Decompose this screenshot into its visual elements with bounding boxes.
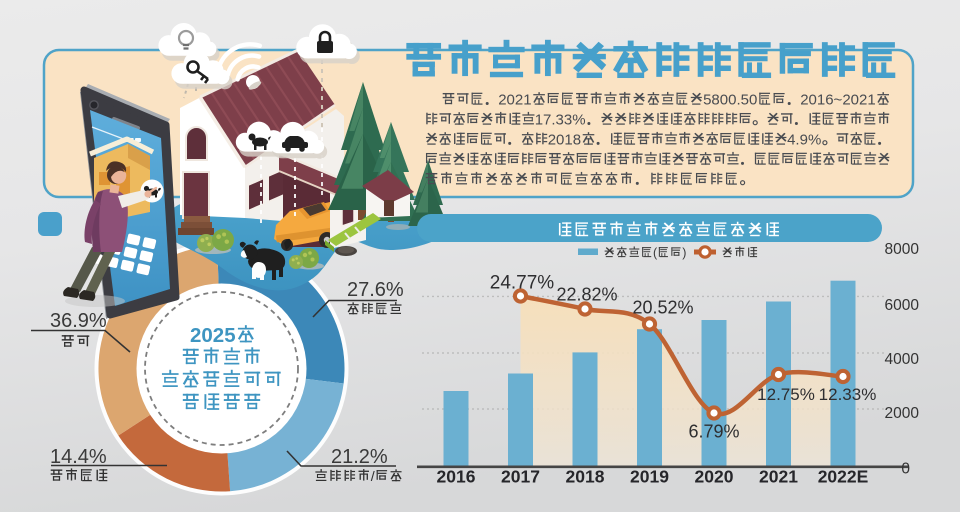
svg-text:14.4%: 14.4% (50, 446, 107, 468)
svg-text:4000: 4000 (885, 351, 920, 368)
svg-text:12.75%: 12.75% (757, 385, 815, 404)
svg-text:2018: 2018 (566, 467, 605, 487)
svg-text:2022E: 2022E (818, 467, 869, 487)
svg-text:2025: 2025 (190, 324, 236, 347)
svg-text:): ) (682, 246, 686, 260)
svg-text:22.82%: 22.82% (556, 285, 617, 305)
svg-text:2021: 2021 (759, 467, 798, 487)
svg-text:17.33%: 17.33% (535, 112, 586, 129)
svg-text:20.52%: 20.52% (632, 298, 693, 318)
svg-text:2019: 2019 (630, 467, 669, 487)
svg-text:6000: 6000 (885, 297, 920, 314)
svg-text:36.9%: 36.9% (50, 310, 107, 332)
svg-text:12.33%: 12.33% (819, 385, 877, 404)
svg-text:(: ( (653, 246, 658, 260)
svg-text:27.6%: 27.6% (347, 279, 404, 301)
svg-text:21.2%: 21.2% (331, 446, 388, 468)
svg-text:2000: 2000 (885, 405, 920, 422)
svg-text:2016: 2016 (437, 467, 476, 487)
svg-text:5800.50: 5800.50 (703, 92, 757, 109)
svg-text:6.79%: 6.79% (688, 422, 739, 442)
svg-text:2018: 2018 (548, 132, 581, 149)
svg-text:2021: 2021 (498, 92, 531, 109)
svg-text:8000: 8000 (885, 241, 920, 258)
svg-text:/: / (371, 469, 375, 485)
svg-text:4.9%: 4.9% (787, 132, 821, 149)
svg-text:2017: 2017 (501, 467, 540, 487)
svg-text:2020: 2020 (695, 467, 734, 487)
svg-text:24.77%: 24.77% (490, 273, 555, 294)
svg-text:0: 0 (901, 461, 910, 478)
svg-text:2016~2021: 2016~2021 (800, 92, 876, 109)
